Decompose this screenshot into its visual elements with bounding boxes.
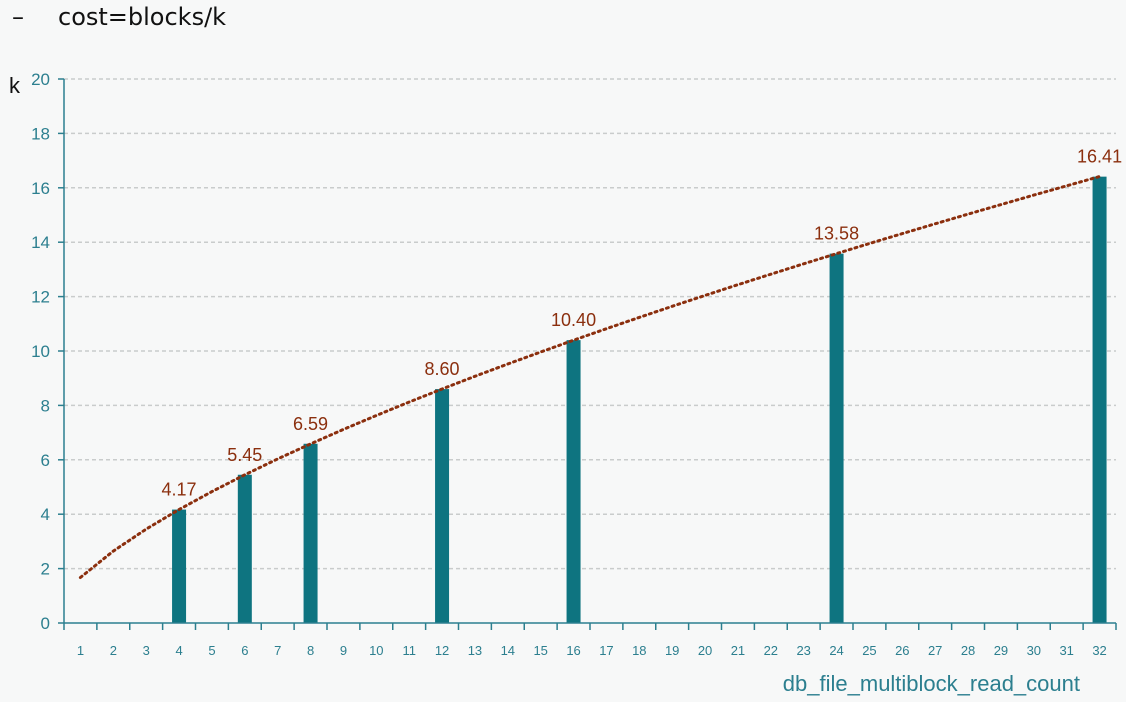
formula-text: cost=blocks/k	[58, 3, 227, 31]
y-tick-labels: 0 2 4 6 8 10 12 14 16 18 20	[31, 70, 50, 633]
axes	[58, 78, 1117, 630]
slide-heading: – cost=blocks/k	[10, 0, 226, 34]
data-label: 10.40	[551, 310, 596, 330]
x-tick-label: 3	[143, 643, 150, 658]
trendline-path	[78, 175, 1102, 579]
bar	[566, 340, 581, 623]
bar	[435, 389, 450, 623]
y-tick-label: 14	[31, 233, 50, 252]
x-tick-label: 24	[829, 643, 843, 658]
y-tick-label: 12	[31, 288, 50, 307]
x-tick-label: 11	[402, 643, 416, 658]
x-tick-label: 12	[435, 643, 449, 658]
x-tick-label: 30	[1027, 643, 1041, 658]
x-tick-label: 5	[208, 643, 215, 658]
y-tick-label: 16	[31, 179, 50, 198]
x-tick-labels: 1 2 3 4 5 6 7 8 9 10 11 12 13 14 15 16 17 18 19 20 21 22 23 24 2…	[77, 643, 1107, 658]
y-tick-label: 6	[41, 451, 50, 470]
x-tick-label: 19	[665, 643, 679, 658]
x-tick-label: 1	[77, 643, 84, 658]
data-label: 6.59	[293, 414, 328, 434]
bar	[829, 253, 844, 623]
data-label: 5.45	[227, 445, 262, 465]
x-axis-label: db_file_multiblock_read_count	[783, 671, 1080, 696]
bar	[172, 509, 187, 623]
gridlines	[64, 78, 1116, 570]
data-label: 13.58	[814, 224, 859, 244]
trendline	[78, 175, 1102, 579]
x-tick-label: 29	[994, 643, 1008, 658]
data-label: 4.17	[162, 480, 197, 500]
bar	[1092, 176, 1107, 623]
bar	[237, 474, 252, 623]
x-tick-label: 2	[110, 643, 117, 658]
y-tick-label: 0	[41, 614, 50, 633]
x-tick-label: 21	[731, 643, 745, 658]
x-tick-label: 28	[961, 643, 975, 658]
x-tick-label: 13	[468, 643, 482, 658]
x-tick-label: 7	[274, 643, 281, 658]
data-label: 8.60	[425, 359, 460, 379]
x-tick-label: 26	[895, 643, 909, 658]
y-tick-label: 10	[31, 342, 50, 361]
x-tick-label: 17	[599, 643, 613, 658]
x-tick-label: 14	[501, 643, 515, 658]
x-tick-label: 18	[632, 643, 646, 658]
x-tick-label: 15	[533, 643, 547, 658]
y-tick-label: 18	[31, 124, 50, 143]
x-tick-label: 10	[369, 643, 383, 658]
x-tick-label: 9	[340, 643, 347, 658]
x-tick-label: 4	[175, 643, 182, 658]
y-tick-label: 20	[31, 70, 50, 89]
x-tick-label: 20	[698, 643, 712, 658]
x-tick-label: 8	[307, 643, 314, 658]
y-axis-label: k	[9, 73, 21, 98]
x-tick-label: 32	[1092, 643, 1106, 658]
bar	[303, 443, 318, 623]
bullet-dash: –	[12, 3, 24, 31]
x-tick-label: 27	[928, 643, 942, 658]
x-tick-label: 6	[241, 643, 248, 658]
bars	[172, 176, 1107, 623]
x-tick-label: 25	[862, 643, 876, 658]
y-tick-label: 4	[41, 505, 50, 524]
data-labels: 4.17 5.45 6.59 8.60 10.40 13.58 16.41	[162, 147, 1123, 500]
data-label: 16.41	[1077, 147, 1122, 167]
y-tick-label: 8	[41, 396, 50, 415]
x-tick-label: 16	[566, 643, 580, 658]
y-tick-label: 2	[41, 560, 50, 579]
x-tick-label: 23	[796, 643, 810, 658]
x-tick-label: 22	[764, 643, 778, 658]
x-tick-label: 31	[1059, 643, 1073, 658]
